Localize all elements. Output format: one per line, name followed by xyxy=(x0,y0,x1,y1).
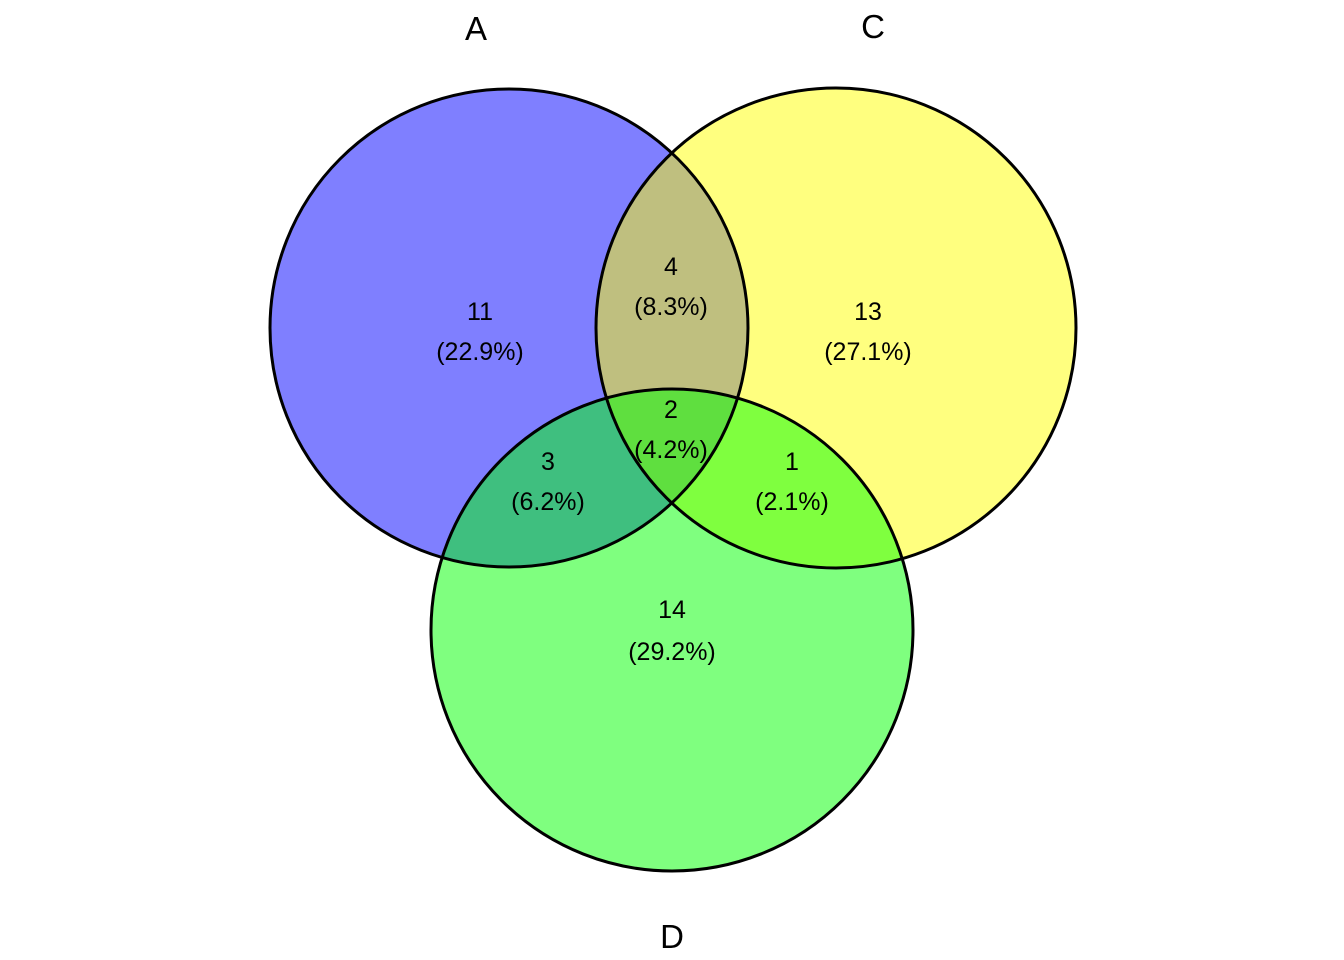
region-a-only-percent: (22.9%) xyxy=(436,338,524,366)
region-c-only-count: 13 xyxy=(854,298,882,326)
region-a-d-count: 3 xyxy=(541,448,555,476)
region-a-c-percent: (8.3%) xyxy=(634,293,708,321)
circle-outline-d xyxy=(429,387,915,873)
circle-outline-c xyxy=(594,86,1078,570)
circle-fill-d xyxy=(431,389,913,871)
region-a-only-count: 11 xyxy=(467,298,493,326)
region-a-c-count: 4 xyxy=(664,253,678,281)
region-a-c-d-percent: (4.2%) xyxy=(634,436,708,464)
region-d-only-percent: (29.2%) xyxy=(628,638,716,666)
region-a-d-percent: (6.2%) xyxy=(511,488,585,516)
region-d-only-count: 14 xyxy=(658,596,686,624)
region-c-only-percent: (27.1%) xyxy=(824,338,912,366)
region-a-c-d-count: 2 xyxy=(664,396,678,424)
region-c-d-percent: (2.1%) xyxy=(755,488,829,516)
circle-outline-a xyxy=(268,87,750,569)
set-label-c: C xyxy=(861,8,885,45)
set-label-a: A xyxy=(465,10,487,47)
set-label-d: D xyxy=(660,918,684,955)
region-c-d-count: 1 xyxy=(785,448,799,476)
